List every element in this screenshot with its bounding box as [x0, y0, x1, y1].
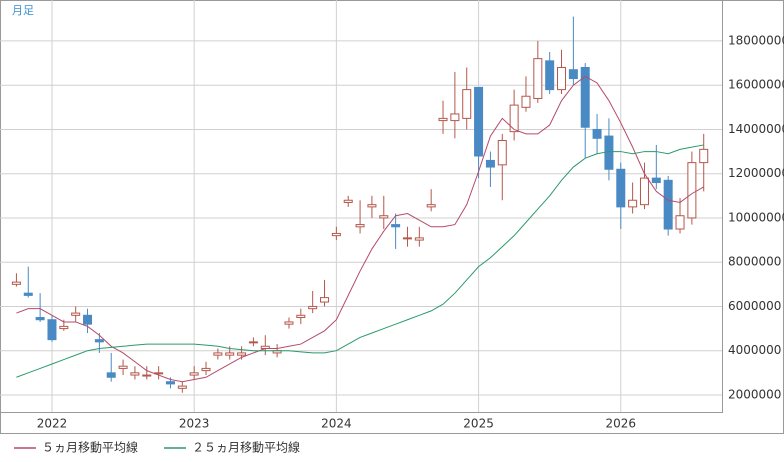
candle-body	[462, 89, 472, 119]
candle-body	[59, 325, 69, 330]
candle-body	[509, 104, 519, 133]
candle-body	[592, 128, 602, 139]
candle-body	[237, 352, 247, 356]
candle-body	[402, 237, 412, 240]
candle-body	[675, 215, 685, 230]
y-tick-label: 12000000	[728, 166, 784, 180]
x-tick-label: 2023	[179, 417, 210, 431]
x-tick-label: 2024	[321, 417, 352, 431]
candle-body	[616, 168, 626, 208]
candle-body	[189, 372, 199, 376]
candle-body	[71, 312, 81, 316]
candle-body	[106, 372, 116, 378]
candle-body	[296, 314, 306, 319]
y-tick-label: 8000000	[728, 255, 781, 269]
candle-body	[213, 352, 223, 356]
candle-body	[474, 86, 484, 157]
candle-body	[438, 117, 448, 122]
candle-body	[47, 319, 57, 341]
y-tick-label: 18000000	[728, 33, 784, 47]
candle-body	[23, 292, 33, 296]
candle-body	[414, 237, 424, 241]
candle-body	[130, 372, 140, 376]
candle-body	[284, 321, 294, 325]
y-tick-label: 14000000	[728, 122, 784, 136]
candle-body	[308, 305, 318, 310]
candle-body	[165, 381, 175, 385]
candle-body	[545, 60, 555, 91]
candle-body	[331, 232, 341, 237]
candle-body	[248, 341, 258, 344]
candle-body	[118, 365, 128, 369]
legend-label: ２５ヵ月移動平均線	[192, 440, 300, 455]
y-tick-label: 10000000	[728, 210, 784, 224]
candle-body	[177, 385, 187, 389]
ma-line	[16, 75, 704, 383]
y-tick-label: 4000000	[728, 343, 781, 357]
candle-body	[355, 224, 365, 228]
candle-body	[201, 367, 211, 372]
candle-body	[639, 177, 649, 206]
candle-body	[651, 177, 661, 184]
candle-body	[533, 58, 543, 99]
candle-body	[379, 215, 389, 219]
candle-body	[557, 66, 567, 91]
x-tick-label: 2022	[37, 417, 68, 431]
candle-body	[343, 199, 353, 203]
candle-body	[497, 140, 507, 166]
candle-body	[604, 135, 614, 170]
candle-body	[450, 113, 460, 122]
candle-body	[687, 162, 697, 219]
candle-body	[521, 95, 531, 108]
y-tick-label: 6000000	[728, 299, 781, 313]
candle-body	[426, 204, 436, 208]
candle-body	[225, 352, 235, 356]
candle-body	[568, 69, 578, 80]
candle-body	[699, 148, 709, 164]
candle-body	[11, 281, 21, 285]
candle-body	[320, 297, 330, 303]
y-tick-label: 2000000	[728, 387, 781, 401]
candle-body	[142, 374, 152, 377]
period-label: 月足	[12, 4, 34, 17]
candle-body	[83, 314, 93, 325]
candle-body	[391, 224, 401, 228]
candle-body	[35, 317, 45, 321]
candle-body	[367, 204, 377, 208]
candle-body	[580, 66, 590, 128]
x-tick-label: 2026	[606, 417, 637, 431]
y-tick-label: 16000000	[728, 78, 784, 92]
candle-body	[94, 339, 104, 343]
candle-body	[628, 199, 638, 208]
x-tick-label: 2025	[463, 417, 494, 431]
legend-label: ５ヵ月移動平均線	[42, 440, 138, 455]
ma-line	[16, 144, 704, 378]
candle-body	[663, 179, 673, 230]
candle-body	[485, 159, 495, 168]
